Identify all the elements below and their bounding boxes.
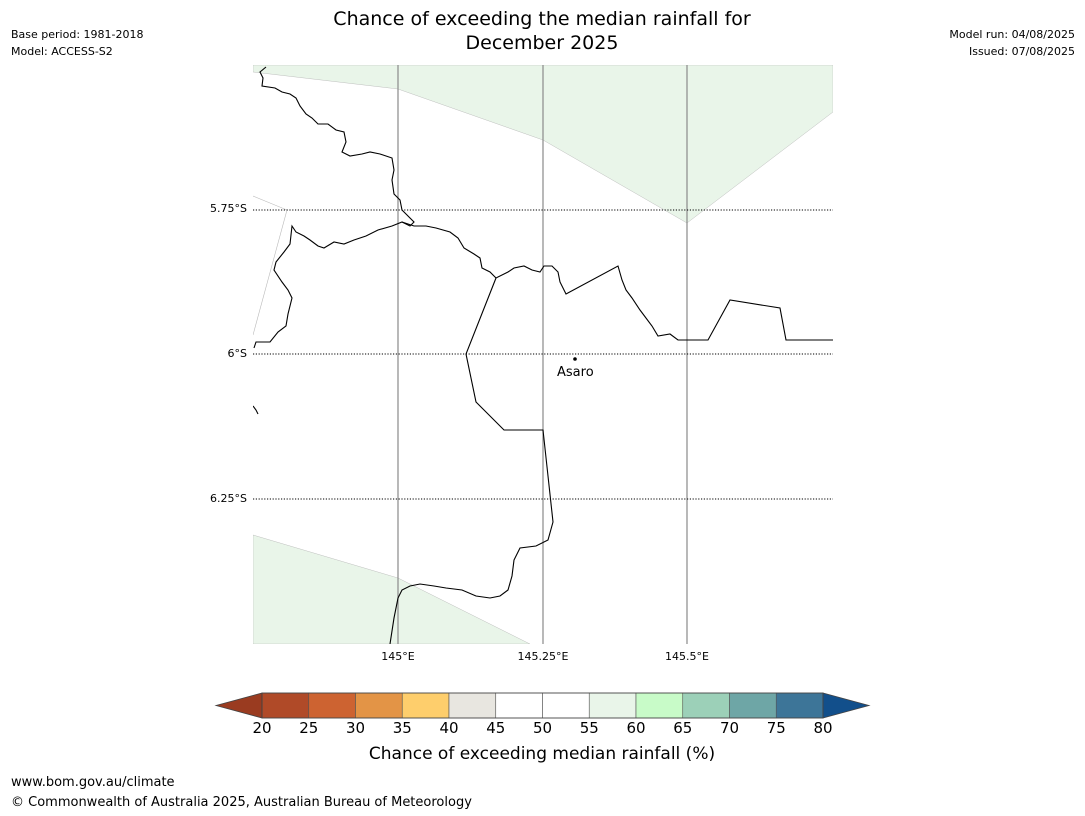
latitude-label: 5.75°S bbox=[210, 202, 247, 215]
model-text: Model: ACCESS-S2 bbox=[11, 45, 113, 58]
footer-url: www.bom.gov.au/climate bbox=[11, 775, 175, 790]
latitude-label: 6°S bbox=[227, 347, 247, 360]
boundary-line-south bbox=[389, 277, 554, 644]
longitude-label: 145.25°E bbox=[517, 650, 569, 663]
forecast-metadata-left: Base period: 1981-2018 Model: ACCESS-S2 bbox=[11, 26, 143, 60]
colorbar-outline bbox=[261, 692, 824, 719]
colorbar-tick-label: 55 bbox=[579, 719, 599, 737]
colorbar-tick-label: 70 bbox=[719, 719, 740, 737]
colorbar-tick-label: 80 bbox=[813, 719, 833, 737]
colorbar-tick-label: 25 bbox=[299, 719, 319, 737]
map-frame-content bbox=[253, 65, 833, 644]
colorbar-segment bbox=[495, 692, 543, 719]
latitude-label: 6.25°S bbox=[210, 492, 247, 505]
probability-shading-south bbox=[253, 534, 531, 644]
colorbar-tick-label: 30 bbox=[345, 719, 366, 737]
base-period-text: Base period: 1981-2018 bbox=[11, 28, 144, 41]
title-line-2: December 2025 bbox=[465, 32, 619, 54]
colorbar-segment bbox=[542, 692, 590, 719]
boundary-line-central bbox=[401, 221, 833, 341]
longitude-label: 145.5°E bbox=[665, 650, 709, 663]
colorbar-segment bbox=[775, 692, 824, 719]
map-title: Chance of exceeding the median rainfall … bbox=[242, 7, 842, 55]
boundary-line-west-stub bbox=[253, 405, 259, 415]
colorbar-tick-label: 65 bbox=[673, 719, 693, 737]
longitude-label: 145°E bbox=[381, 650, 415, 663]
colorbar-segment bbox=[635, 692, 684, 719]
colorbar-segment bbox=[682, 692, 730, 719]
colorbar-under-arrow bbox=[214, 692, 263, 719]
colorbar-tick-label: 60 bbox=[626, 719, 646, 737]
place-marker bbox=[573, 357, 577, 361]
issued-text: Issued: 07/08/2025 bbox=[968, 45, 1075, 58]
colorbar-tick-label: 75 bbox=[766, 719, 786, 737]
colorbar-tick-label: 35 bbox=[392, 719, 412, 737]
colorbar-tick-label: 40 bbox=[439, 719, 459, 737]
place-label: Asaro bbox=[557, 365, 594, 380]
colorbar-tick-label: 45 bbox=[486, 719, 506, 737]
colorbar-segment bbox=[448, 692, 497, 719]
colorbar-segment bbox=[588, 692, 637, 719]
colorbar-tick-label: 20 bbox=[252, 719, 272, 737]
colorbar-segment bbox=[355, 692, 403, 719]
colorbar-segments bbox=[261, 692, 824, 719]
boundary-line-north bbox=[253, 66, 415, 349]
forecast-metadata-right: Model run: 04/08/2025 Issued: 07/08/2025 bbox=[949, 26, 1075, 60]
colorbar-over-arrow bbox=[822, 692, 871, 719]
colorbar-segment bbox=[401, 692, 450, 719]
footer-copyright: © Commonwealth of Australia 2025, Austra… bbox=[11, 795, 472, 810]
probability-shading-north bbox=[253, 65, 833, 224]
colorbar-segment bbox=[729, 692, 777, 719]
colorbar-label: Chance of exceeding median rainfall (%) bbox=[368, 744, 716, 764]
colorbar-segment bbox=[261, 692, 310, 719]
title-line-1: Chance of exceeding the median rainfall … bbox=[333, 8, 751, 30]
model-run-text: Model run: 04/08/2025 bbox=[949, 28, 1075, 41]
colorbar-tick-label: 50 bbox=[532, 719, 553, 737]
colorbar-segment bbox=[308, 692, 356, 719]
